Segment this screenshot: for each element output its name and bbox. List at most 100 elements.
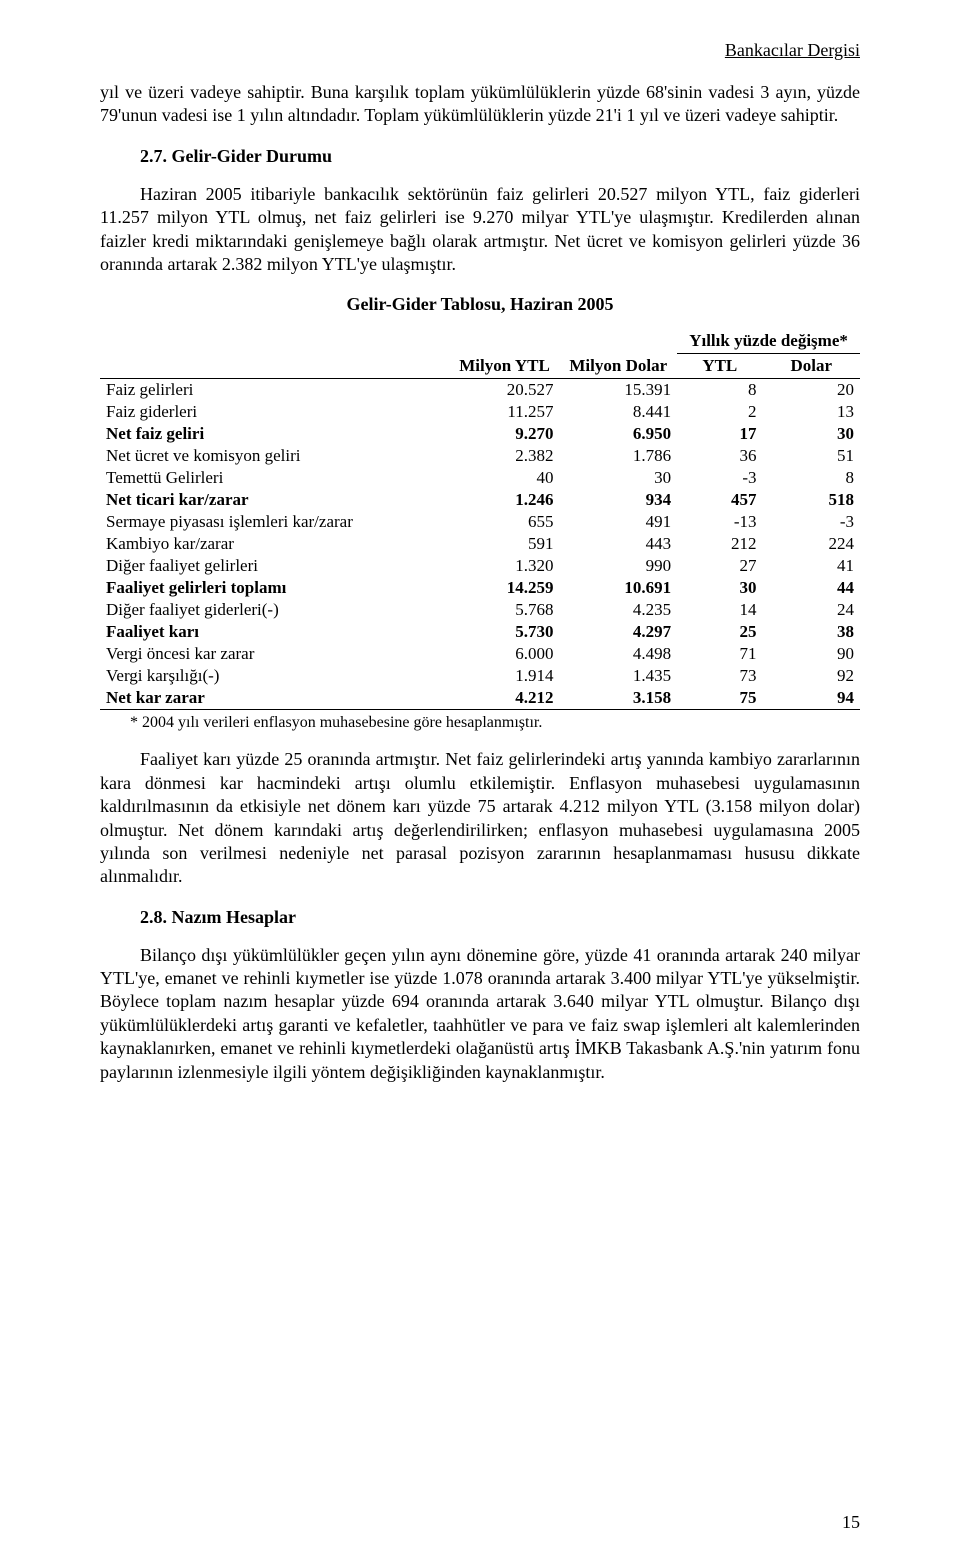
row-label: Sermaye piyasası işlemleri kar/zarar [100,511,450,533]
row-cell: 1.320 [450,555,560,577]
row-cell: 8.441 [559,401,677,423]
table-row: Faaliyet karı5.7304.2972538 [100,621,860,643]
table-row: Net ticari kar/zarar1.246934457518 [100,489,860,511]
row-cell: 71 [677,643,762,665]
row-cell: 224 [763,533,860,555]
row-cell: 3.158 [559,687,677,710]
table-row: Diğer faaliyet giderleri(-)5.7684.235142… [100,599,860,621]
journal-header: Bankacılar Dergisi [100,40,860,61]
paragraph-4: Bilanço dışı yükümlülükler geçen yılın a… [100,944,860,1084]
row-cell: 4.297 [559,621,677,643]
row-label: Vergi karşılığı(-) [100,665,450,687]
table-row: Vergi karşılığı(-)1.9141.4357392 [100,665,860,687]
row-cell: -13 [677,511,762,533]
row-cell: 1.786 [559,445,677,467]
row-cell: 13 [763,401,860,423]
row-cell: 10.691 [559,577,677,599]
row-label: Net ticari kar/zarar [100,489,450,511]
table-row: Faiz giderleri11.2578.441213 [100,401,860,423]
row-cell: 8 [763,467,860,489]
row-cell: 92 [763,665,860,687]
row-cell: 73 [677,665,762,687]
row-cell: 1.246 [450,489,560,511]
row-cell: 6.950 [559,423,677,445]
row-cell: 8 [677,379,762,402]
row-cell: 24 [763,599,860,621]
row-cell: 443 [559,533,677,555]
row-cell: -3 [677,467,762,489]
page: Bankacılar Dergisi yıl ve üzeri vadeye s… [0,0,960,1553]
row-cell: 44 [763,577,860,599]
row-label: Faiz gelirleri [100,379,450,402]
table-row: Kambiyo kar/zarar591443212224 [100,533,860,555]
income-expense-table: Milyon YTL Milyon Dolar Yıllık yüzde değ… [100,329,860,710]
row-cell: 990 [559,555,677,577]
row-cell: 94 [763,687,860,710]
row-label: Diğer faaliyet gelirleri [100,555,450,577]
row-label: Vergi öncesi kar zarar [100,643,450,665]
row-label: Diğer faaliyet giderleri(-) [100,599,450,621]
col-dolar: Dolar [763,354,860,379]
row-cell: 40 [450,467,560,489]
row-cell: 4.498 [559,643,677,665]
row-label: Kambiyo kar/zarar [100,533,450,555]
row-cell: 38 [763,621,860,643]
row-cell: -3 [763,511,860,533]
row-label: Net kar zarar [100,687,450,710]
col-milyon-dolar: Milyon Dolar [559,329,677,379]
paragraph-2: Haziran 2005 itibariyle bankacılık sektö… [100,183,860,277]
row-cell: 30 [763,423,860,445]
row-label: Faaliyet gelirleri toplamı [100,577,450,599]
row-cell: 75 [677,687,762,710]
table-title: Gelir-Gider Tablosu, Haziran 2005 [100,294,860,315]
paragraph-1: yıl ve üzeri vadeye sahiptir. Buna karşı… [100,81,860,128]
col-ytl: YTL [677,354,762,379]
row-cell: 491 [559,511,677,533]
row-cell: 51 [763,445,860,467]
table-row: Sermaye piyasası işlemleri kar/zarar6554… [100,511,860,533]
row-label: Temettü Gelirleri [100,467,450,489]
row-cell: 30 [677,577,762,599]
table-row: Net kar zarar4.2123.1587594 [100,687,860,710]
row-cell: 14 [677,599,762,621]
row-cell: 20 [763,379,860,402]
row-cell: 36 [677,445,762,467]
col-annual-change: Yıllık yüzde değişme* [677,329,860,354]
table-row: Temettü Gelirleri4030-38 [100,467,860,489]
row-cell: 457 [677,489,762,511]
col-milyon-ytl: Milyon YTL [450,329,560,379]
row-cell: 90 [763,643,860,665]
row-cell: 212 [677,533,762,555]
row-cell: 15.391 [559,379,677,402]
row-cell: 41 [763,555,860,577]
row-cell: 1.435 [559,665,677,687]
table-row: Net ücret ve komisyon geliri2.3821.78636… [100,445,860,467]
row-cell: 20.527 [450,379,560,402]
table-row: Faiz gelirleri20.52715.391820 [100,379,860,402]
row-cell: 934 [559,489,677,511]
row-cell: 4.235 [559,599,677,621]
section-2-7-heading: 2.7. Gelir-Gider Durumu [100,146,860,167]
row-cell: 2.382 [450,445,560,467]
row-cell: 9.270 [450,423,560,445]
row-cell: 25 [677,621,762,643]
row-cell: 1.914 [450,665,560,687]
row-cell: 518 [763,489,860,511]
table-footnote: * 2004 yılı verileri enflasyon muhasebes… [100,714,860,732]
row-cell: 5.730 [450,621,560,643]
paragraph-3: Faaliyet karı yüzde 25 oranında artmıştı… [100,748,860,888]
row-cell: 14.259 [450,577,560,599]
row-label: Faiz giderleri [100,401,450,423]
row-cell: 4.212 [450,687,560,710]
row-label: Net ücret ve komisyon geliri [100,445,450,467]
row-cell: 27 [677,555,762,577]
table-row: Diğer faaliyet gelirleri1.3209902741 [100,555,860,577]
table-row: Faaliyet gelirleri toplamı14.25910.69130… [100,577,860,599]
row-label: Net faiz geliri [100,423,450,445]
table-row: Vergi öncesi kar zarar6.0004.4987190 [100,643,860,665]
row-cell: 17 [677,423,762,445]
row-cell: 6.000 [450,643,560,665]
table-row: Net faiz geliri9.2706.9501730 [100,423,860,445]
row-cell: 30 [559,467,677,489]
row-label: Faaliyet karı [100,621,450,643]
